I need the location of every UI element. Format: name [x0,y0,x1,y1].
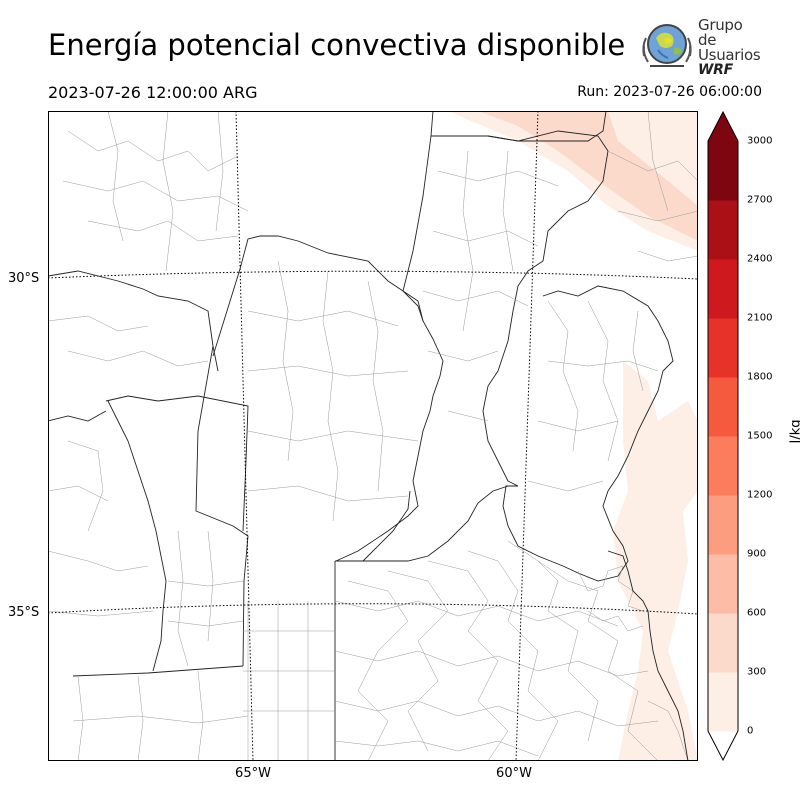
department-boundaries [48,111,698,761]
colorbar-bin [708,436,738,496]
colorbar-tick-label: 600 [747,607,767,619]
colorbar-extend-max [708,112,738,141]
lon-label-65w: 65°W [235,766,271,781]
colorbar-tick-label: 1500 [747,430,773,442]
province-boundaries [48,111,674,761]
colorbar-bin [708,200,738,260]
colorbar-bin [708,495,738,555]
logo-line-3: WRF [698,62,733,78]
colorbar-tick-label: 1800 [747,371,773,383]
cape-map [48,111,698,761]
lat-label-30s: 30°S [8,271,40,286]
colorbar-tick-label: 3000 [747,135,773,147]
logo-line-2: Usuarios [698,46,761,64]
colorbar-outline [707,111,739,761]
logo-line-1: Grupo de [698,16,743,49]
globe-icon [642,24,692,67]
colorbar-bin [708,141,738,201]
cape-area-northeast-core [478,111,698,241]
colorbar-bin [708,318,738,378]
colorbar-bin [708,377,738,437]
map-frame [48,111,698,761]
cape-area-northeast [448,111,698,251]
colorbar-extend-min [708,731,738,760]
colorbar-tick-label: 2700 [747,194,773,206]
colorbar-bin [708,554,738,614]
valid-time: 2023-07-26 12:00:00 ARG [48,83,258,102]
meridian-65w [235,111,254,761]
run-time: Run: 2023-07-26 06:00:00 [577,84,762,100]
colorbar-tick-label: 0 [747,725,754,737]
wrf-users-logo: Grupo de Usuarios WRF [638,16,763,78]
page-title: Energía potencial convectiva disponible [48,28,626,62]
coastline [607,550,689,761]
colorbar-tick-label: 300 [747,666,767,678]
colorbar-label: J/kg [788,419,800,444]
colorbar-tick-label: 900 [747,548,767,560]
colorbar-tick-label: 1200 [747,489,773,501]
colorbar-bin [708,613,738,673]
colorbar-tick-label: 2400 [747,253,773,265]
colorbar-bin [708,259,738,319]
lat-label-35s: 35°S [8,605,40,620]
parallel-30s [48,270,698,280]
colorbar [707,111,739,761]
colorbar-bin [708,672,738,732]
parallel-35s [48,603,698,615]
cape-area-east [613,361,698,761]
lon-label-60w: 60°W [496,766,532,781]
colorbar-tick-label: 2100 [747,312,773,324]
graticule [48,111,698,761]
